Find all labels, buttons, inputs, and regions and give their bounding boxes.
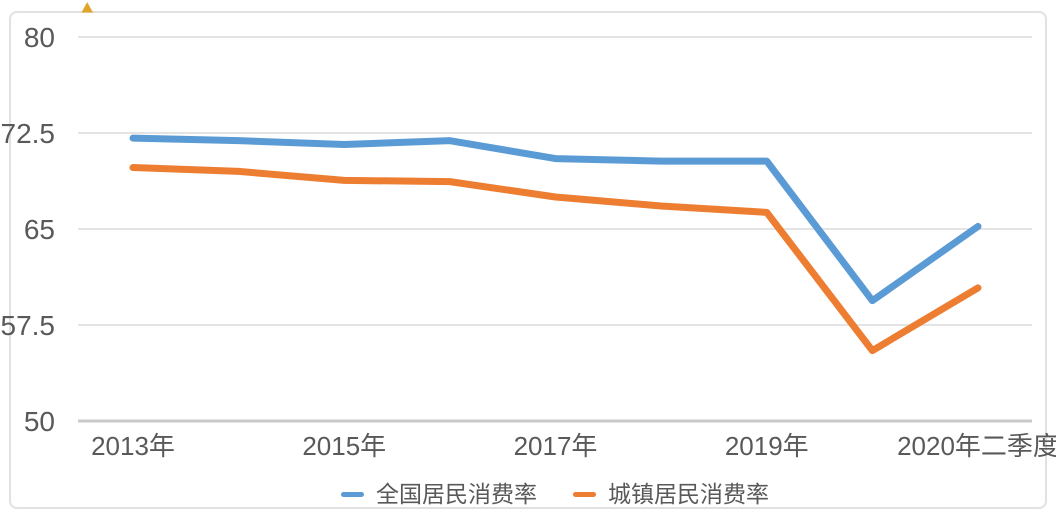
x-tick-label: 2019年	[725, 431, 809, 461]
legend-item-urban[interactable]: 城镇居民消费率	[573, 480, 769, 507]
chart-frame	[9, 11, 1047, 509]
series-lines	[129, 134, 982, 355]
legend: 全国居民消费率 城镇居民消费率	[78, 481, 1032, 507]
x-tick-label: 2015年	[302, 431, 386, 461]
legend-item-national[interactable]: 全国居民消费率	[341, 480, 537, 507]
legend-label-urban: 城镇居民消费率	[608, 480, 769, 507]
legend-label-national: 全国居民消费率	[376, 480, 537, 507]
x-tick-label: 2020年二季度	[897, 431, 1056, 461]
y-tick-label: 80	[24, 22, 55, 53]
x-axis-labels: 2013年 2015年 2017年 2019年 2020年二季度	[91, 431, 1056, 461]
y-tick-label: 65	[24, 214, 55, 245]
legend-swatch-national	[341, 491, 364, 497]
x-tick-label: 2017年	[514, 431, 598, 461]
series-line-national	[129, 134, 982, 305]
gridlines	[78, 36, 1032, 423]
series-line-urban	[129, 164, 982, 355]
y-tick-label: 50	[24, 406, 55, 437]
x-tick-label: 2013年	[91, 431, 175, 461]
gold-triangle-marker	[81, 2, 93, 13]
y-tick-label: 72.5	[1, 118, 56, 149]
y-axis-labels: 80 72.5 65 57.5 50	[1, 22, 56, 437]
legend-swatch-urban	[573, 491, 596, 497]
y-tick-label: 57.5	[1, 310, 56, 341]
